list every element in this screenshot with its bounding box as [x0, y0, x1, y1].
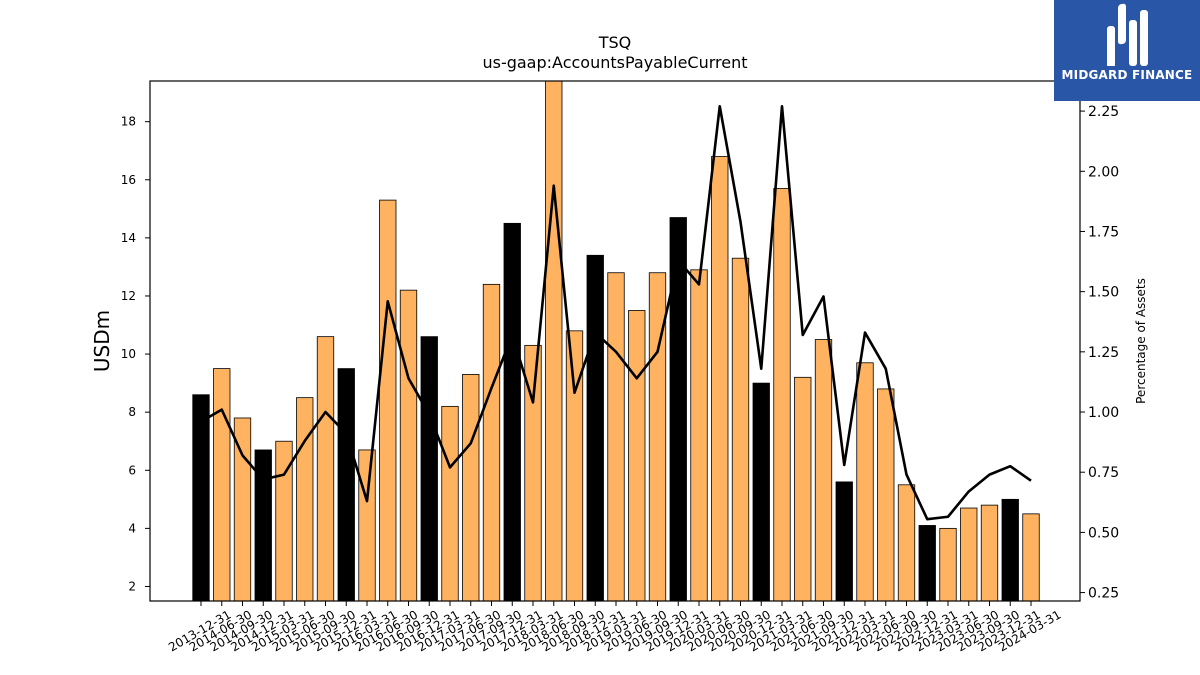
- bar-2018-12-31: [586, 254, 604, 602]
- bar-2017-09-30: [482, 283, 501, 602]
- y2-tick-label: 1.00: [1088, 405, 1119, 421]
- y-tick-label: 12: [121, 289, 136, 303]
- brand-logo: MIDGARD FINANCE: [1054, 0, 1200, 101]
- bar-2016-09-30: [399, 289, 418, 602]
- y-tick-label: 14: [121, 231, 136, 245]
- bars-layer: [192, 80, 1040, 602]
- brand-mark-icon: [1107, 3, 1148, 66]
- y2-tick-label: 1.50: [1088, 285, 1119, 301]
- bar-2015-06-30: [296, 397, 314, 602]
- bar-2016-12-31: [420, 336, 438, 602]
- bar-2021-03-31: [773, 188, 791, 602]
- bar-2018-06-30: [545, 80, 563, 602]
- brand-name: MIDGARD FINANCE: [1061, 68, 1193, 82]
- y2-tick-label: 0.75: [1088, 465, 1119, 481]
- y-axis-left: 2 4 6 8 10 12 14 16 18: [121, 115, 150, 593]
- bar-2019-06-30: [628, 310, 646, 602]
- y2-tick-label: 2.00: [1088, 164, 1119, 180]
- y-tick-label: 10: [121, 347, 136, 361]
- bar-2019-03-31: [607, 272, 625, 602]
- bar-2022-03-31: [856, 362, 874, 602]
- y2-tick-label: 0.25: [1088, 586, 1119, 602]
- bar-2020-09-30: [731, 257, 750, 602]
- bar-2014-06-30: [213, 368, 231, 602]
- bar-2022-12-31: [918, 525, 936, 602]
- bar-2013-12-31: [192, 394, 210, 602]
- y2-axis-label: Percentage of Assets: [1134, 278, 1148, 404]
- y-axis-label: USDm: [90, 310, 114, 372]
- y-tick-label: 4: [128, 521, 136, 535]
- bar-2024-03-31: [1022, 513, 1040, 602]
- line-layer: [200, 104, 1032, 521]
- bar-2023-03-31: [939, 527, 957, 602]
- y2-tick-label: 0.50: [1088, 525, 1119, 541]
- bar-2020-06-30: [711, 156, 729, 602]
- bar-2021-09-30: [814, 339, 833, 602]
- y-tick-label: 16: [121, 173, 136, 187]
- y-tick-label: 18: [121, 115, 136, 129]
- bar-2023-06-30: [960, 507, 978, 602]
- bar-2016-06-30: [379, 199, 397, 602]
- y2-tick-label: 1.75: [1088, 224, 1119, 240]
- bar-2022-09-30: [897, 484, 916, 602]
- bar-2022-06-30: [877, 388, 895, 602]
- y2-tick-label: 1.25: [1088, 345, 1119, 361]
- bar-2015-12-31: [337, 368, 355, 602]
- bar-2016-03-31: [358, 449, 376, 602]
- y-axis-right: 0.25 0.50 0.75 1.00 1.25 1.50 1.75 2.00 2.25: [1080, 104, 1119, 602]
- bar-2017-06-30: [462, 374, 480, 602]
- bar-2023-12-31: [1001, 498, 1019, 602]
- plot-frame: [149, 80, 1081, 602]
- bar-2017-03-31: [441, 405, 459, 602]
- x-axis: 2013-12-312014-06-302014-09-302014-12-31…: [166, 601, 1064, 654]
- bar-2023-09-30: [980, 504, 999, 602]
- y2-tick-label: 2.25: [1088, 104, 1119, 120]
- y-tick-label: 2: [128, 579, 136, 593]
- percentage-line: [200, 104, 1032, 521]
- bar-2021-06-30: [794, 376, 812, 602]
- bar-2018-09-30: [565, 330, 584, 602]
- bar-2019-12-31: [669, 217, 687, 602]
- chart-subtitle: us-gaap:AccountsPayableCurrent: [482, 53, 747, 72]
- y-tick-label: 6: [128, 463, 136, 477]
- bar-2017-12-31: [503, 222, 521, 602]
- bar-2020-03-31: [690, 269, 708, 602]
- bar-2020-12-31: [752, 382, 770, 602]
- y-tick-label: 8: [128, 405, 136, 419]
- chart-title: TSQ: [598, 33, 632, 52]
- bar-2015-09-30: [316, 336, 335, 602]
- bar-2021-12-31: [835, 481, 853, 602]
